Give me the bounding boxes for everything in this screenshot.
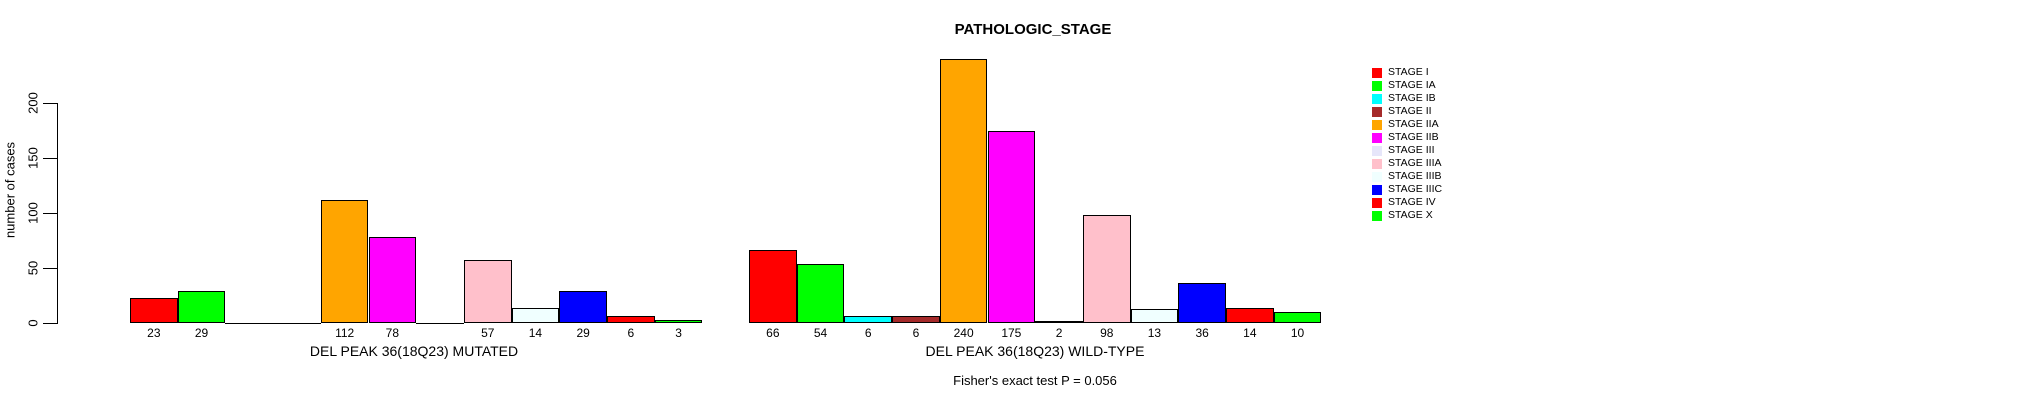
x-axis-title-mutated: DEL PEAK 36(18Q23) MUTATED	[309, 343, 519, 359]
legend-label: STAGE II	[1388, 105, 1432, 117]
legend-item: STAGE IIIA	[1372, 157, 1441, 170]
bar-value-label-mutated-stage-iia: 112	[335, 326, 355, 340]
legend-swatch-stage-ib	[1372, 93, 1382, 104]
bar-wild-type-stage-iia	[939, 59, 988, 323]
bar-wild-type-stage-iiia	[1082, 215, 1131, 323]
footnote-fisher-test: Fisher's exact test P = 0.056	[953, 373, 1117, 388]
bar-wild-type-stage-iii	[1035, 320, 1083, 323]
legend-item: STAGE III	[1372, 144, 1434, 157]
legend-swatch-stage-iiib	[1372, 171, 1382, 182]
y-axis-tick	[43, 268, 57, 269]
bar-mutated-stage-x	[654, 319, 703, 323]
y-axis-tick-label: 0	[25, 319, 41, 327]
bar-value-label-mutated-stage-iib: 78	[385, 326, 400, 340]
bar-value-label-mutated-stage-x: 3	[675, 326, 682, 340]
x-axis-title-wild-type: DEL PEAK 36(18Q23) WILD-TYPE	[925, 343, 1145, 359]
bar-value-label-wild-type-stage-ib: 6	[864, 326, 872, 340]
legend-item: STAGE IB	[1372, 92, 1436, 105]
legend-label: STAGE III	[1388, 144, 1435, 156]
legend-swatch-stage-i	[1372, 67, 1382, 78]
legend-label: STAGE X	[1388, 209, 1433, 221]
bar-mutated-stage-iib	[368, 237, 417, 323]
bar-value-label-wild-type-stage-iii: 2	[1055, 326, 1063, 340]
bar-value-label-wild-type-stage-iia: 240	[953, 326, 974, 340]
bar-mutated-stage-iia	[320, 199, 369, 323]
bar-mutated-stage-ia	[177, 291, 226, 323]
bar-value-label-mutated-stage-iiic: 29	[576, 326, 590, 340]
y-axis-tick	[43, 213, 57, 214]
legend-label: STAGE I	[1388, 66, 1429, 78]
legend-label: STAGE IIIB	[1388, 170, 1442, 182]
bar-wild-type-stage-ib	[844, 316, 893, 323]
legend-swatch-stage-iia	[1372, 119, 1382, 130]
legend-item: STAGE IV	[1372, 196, 1436, 209]
bar-mutated-stage-iiic	[559, 291, 607, 323]
bar-mutated-stage-iiia	[463, 260, 512, 323]
bar-mutated-stage-i	[130, 297, 178, 323]
bar-wild-type-stage-iiic	[1178, 283, 1226, 323]
legend-label: STAGE IIB	[1388, 131, 1439, 143]
legend-swatch-stage-iiia	[1372, 158, 1382, 169]
y-axis-tick	[43, 158, 57, 159]
bar-value-label-mutated-stage-iiia: 57	[481, 326, 495, 340]
y-axis-tick	[43, 323, 57, 324]
legend-item: STAGE IA	[1372, 79, 1436, 92]
bar-value-label-wild-type-stage-ii: 6	[912, 326, 920, 340]
bar-value-label-wild-type-stage-i: 66	[766, 326, 780, 340]
legend-item: STAGE II	[1372, 105, 1432, 118]
bar-wild-type-stage-iv	[1226, 307, 1274, 323]
chart-title: PATHOLOGIC_STAGE	[954, 21, 1112, 38]
bar-value-label-wild-type-stage-x: 10	[1290, 326, 1305, 340]
bar-value-label-mutated-stage-ia: 29	[194, 326, 209, 340]
legend-swatch-stage-ii	[1372, 106, 1382, 117]
bar-value-label-mutated-stage-iv: 6	[627, 326, 635, 340]
legend-item: STAGE IIIC	[1372, 183, 1442, 196]
legend-item: STAGE I	[1372, 66, 1429, 79]
legend-label: STAGE IIIC	[1388, 183, 1443, 195]
legend-label: STAGE IB	[1388, 92, 1436, 104]
y-axis-tick-label: 50	[25, 260, 41, 276]
legend-label: STAGE IIIA	[1388, 157, 1442, 169]
legend-swatch-stage-iii	[1372, 145, 1382, 156]
bar-value-label-mutated-stage-iiib: 14	[528, 326, 543, 340]
legend-item: STAGE X	[1372, 209, 1433, 222]
bar-wild-type-stage-iib	[987, 130, 1036, 323]
y-axis-tick-label: 100	[25, 202, 41, 224]
bar-value-label-mutated-stage-i: 23	[147, 326, 161, 340]
bar-wild-type-stage-ii	[892, 316, 940, 323]
y-axis-line	[57, 103, 58, 324]
y-axis-tick-label: 200	[25, 92, 41, 114]
bar-value-label-wild-type-stage-iiia: 98	[1100, 326, 1114, 340]
legend-item: STAGE IIB	[1372, 131, 1439, 144]
bar-mutated-stage-iiib	[511, 307, 560, 323]
legend-label: STAGE IV	[1388, 196, 1436, 208]
bar-mutated-stage-ii-zero	[273, 323, 321, 324]
legend-item: STAGE IIIB	[1372, 170, 1441, 183]
y-axis-tick	[43, 103, 57, 104]
y-axis-title: number of cases	[2, 141, 18, 239]
legend-item: STAGE IIA	[1372, 118, 1439, 131]
bar-mutated-stage-iv	[607, 316, 655, 323]
legend-swatch-stage-iib	[1372, 132, 1382, 143]
bar-mutated-stage-ib-zero	[225, 323, 274, 324]
bar-mutated-stage-iii-zero	[416, 323, 464, 324]
bar-value-label-wild-type-stage-iib: 175	[1001, 326, 1022, 340]
bar-wild-type-stage-iiib	[1130, 308, 1179, 323]
y-axis-tick-label: 150	[25, 147, 41, 169]
bar-wild-type-stage-i	[749, 250, 797, 323]
legend-label: STAGE IA	[1388, 79, 1436, 91]
legend-swatch-stage-x	[1372, 210, 1382, 221]
bar-value-label-wild-type-stage-ia: 54	[813, 326, 828, 340]
bar-wild-type-stage-ia	[796, 263, 845, 323]
legend-swatch-stage-iiic	[1372, 184, 1382, 195]
bar-value-label-wild-type-stage-iiic: 36	[1195, 326, 1209, 340]
bar-wild-type-stage-x	[1273, 312, 1322, 323]
bar-value-label-wild-type-stage-iiib: 13	[1147, 326, 1162, 340]
legend-swatch-stage-iv	[1372, 197, 1382, 208]
legend-label: STAGE IIA	[1388, 118, 1439, 130]
bar-value-label-wild-type-stage-iv: 14	[1243, 326, 1257, 340]
legend-swatch-stage-ia	[1372, 80, 1382, 91]
